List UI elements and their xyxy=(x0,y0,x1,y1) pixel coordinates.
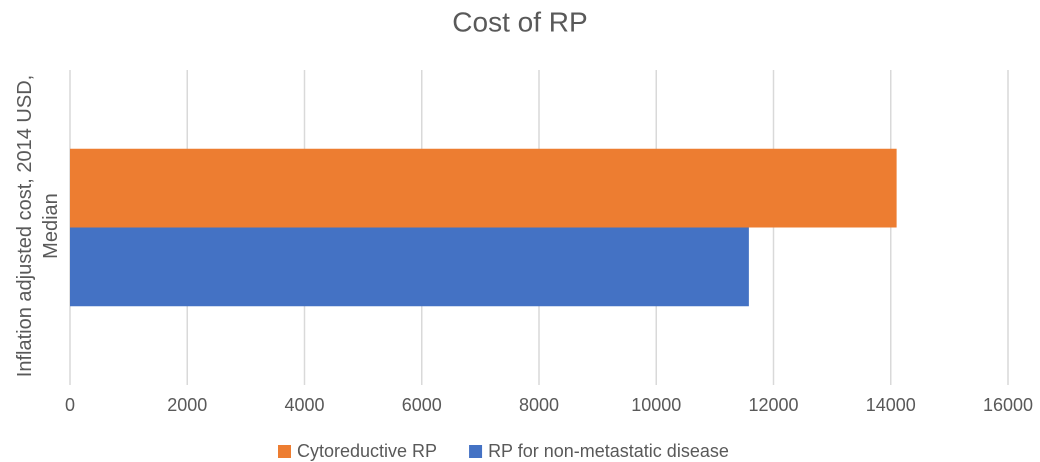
bar xyxy=(70,227,749,307)
x-tick-label: 6000 xyxy=(402,395,442,415)
x-tick-label: 14000 xyxy=(866,395,916,415)
x-tick-label: 2000 xyxy=(167,395,207,415)
x-tick-label: 12000 xyxy=(748,395,798,415)
x-tick-label: 0 xyxy=(65,395,75,415)
legend-label: RP for non-metastatic disease xyxy=(488,441,729,461)
category-label: Inflation adjusted cost, 2014 USD, Media… xyxy=(14,74,62,378)
legend-swatch xyxy=(278,445,291,458)
bar xyxy=(70,148,897,228)
chart-title: Cost of RP xyxy=(452,6,587,37)
legend-swatch xyxy=(469,445,483,458)
x-tick-label: 8000 xyxy=(519,395,559,415)
x-tick-label: 10000 xyxy=(631,395,681,415)
x-tick-label: 16000 xyxy=(983,395,1033,415)
legend-label: Cytoreductive RP xyxy=(297,441,437,461)
x-tick-label: 4000 xyxy=(284,395,324,415)
